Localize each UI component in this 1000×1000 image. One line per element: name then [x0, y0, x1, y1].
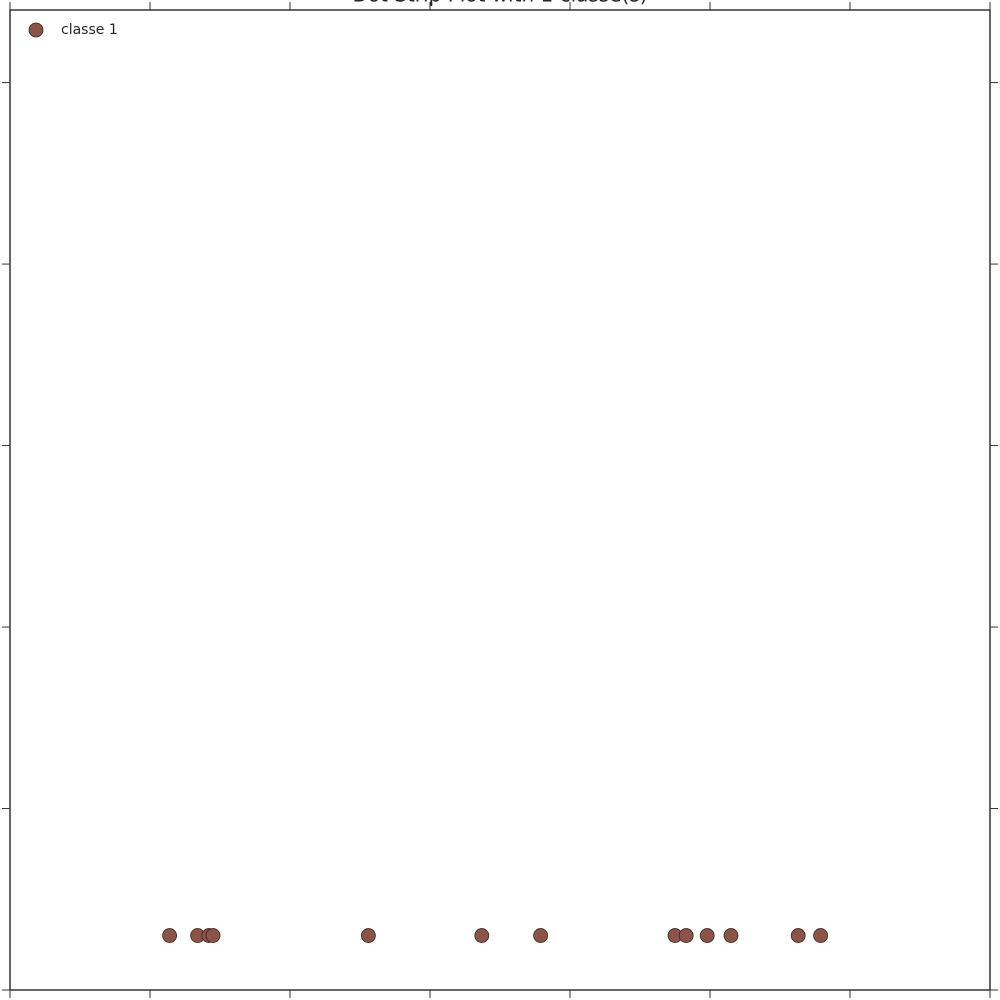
dot	[678, 928, 694, 943]
dot	[205, 928, 221, 943]
dot	[162, 928, 178, 943]
dot	[699, 928, 715, 943]
dot	[790, 928, 806, 943]
dot	[533, 928, 548, 943]
legend-marker	[28, 22, 44, 38]
dot	[360, 928, 376, 943]
plot-frame	[9, 9, 991, 991]
dot	[474, 928, 490, 943]
dot	[723, 928, 739, 943]
chart-title: Dot Strip Plot with 1 classe(s)	[352, 0, 647, 7]
legend-label: classe 1	[61, 22, 118, 38]
dot	[813, 928, 828, 943]
